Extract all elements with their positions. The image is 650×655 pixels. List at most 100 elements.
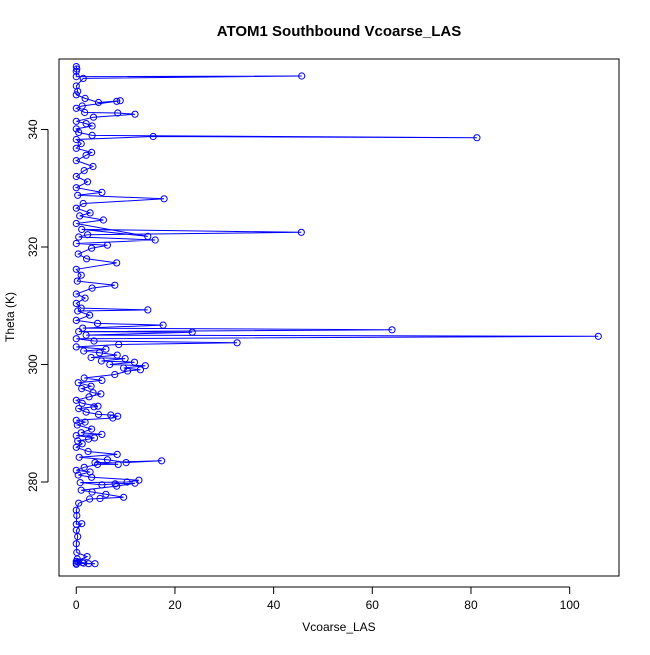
data-point	[88, 244, 96, 252]
data-point	[72, 104, 80, 112]
data-point	[86, 495, 94, 503]
data-point	[74, 250, 82, 258]
data-point	[72, 63, 80, 71]
x-tick-label: 40	[267, 598, 281, 612]
data-point	[107, 411, 115, 419]
x-tick-label: 80	[464, 598, 478, 612]
data-point	[79, 199, 87, 208]
data-point	[72, 117, 80, 125]
data-point	[188, 328, 196, 336]
data-point	[98, 430, 106, 438]
data-point	[72, 265, 80, 273]
data-point	[78, 102, 86, 110]
data-point	[388, 326, 396, 334]
data-point	[90, 434, 99, 442]
data-point	[74, 191, 82, 199]
y-tick-label: 340	[26, 119, 40, 139]
data-point	[74, 87, 82, 95]
data-point	[97, 357, 106, 365]
data-point	[77, 429, 85, 437]
data-point	[72, 204, 80, 212]
data-point	[116, 97, 124, 105]
data-point	[95, 349, 104, 357]
data-point	[72, 299, 80, 307]
data-point	[81, 94, 89, 103]
data-point	[75, 499, 83, 507]
data-point	[120, 364, 128, 372]
data-point	[84, 178, 92, 186]
data-point	[73, 421, 81, 429]
data-point	[136, 366, 144, 374]
data-point	[77, 271, 85, 279]
data-point	[72, 125, 80, 133]
x-tick-label: 0	[73, 598, 80, 612]
data-point	[74, 437, 82, 445]
data-point	[151, 236, 159, 244]
data-point	[88, 488, 96, 496]
data-point	[106, 360, 114, 369]
data-point	[81, 294, 89, 302]
data-point	[91, 459, 99, 467]
data-point	[80, 347, 88, 355]
data-point	[78, 385, 86, 393]
data-point	[81, 418, 89, 426]
data-point	[72, 343, 80, 351]
data-point	[86, 468, 94, 476]
data-point	[72, 290, 80, 298]
data-point	[98, 481, 106, 489]
data-point	[76, 212, 84, 220]
data-point	[88, 131, 96, 139]
data-point	[115, 340, 123, 349]
data-point	[473, 134, 481, 142]
data-point	[111, 281, 119, 289]
data-point	[90, 403, 98, 411]
data-point	[87, 382, 95, 390]
series-line	[74, 66, 599, 565]
data-point	[114, 412, 122, 420]
data-point	[81, 108, 89, 117]
data-point	[149, 132, 157, 141]
data-point	[102, 490, 110, 498]
data-point	[80, 167, 88, 175]
plot-frame	[58, 58, 620, 577]
data-point	[72, 144, 80, 152]
data-point	[72, 91, 80, 99]
data-point	[94, 98, 103, 107]
data-point	[87, 353, 95, 362]
data-point	[298, 72, 306, 80]
data-point	[88, 284, 96, 292]
data-point	[74, 379, 82, 387]
chart-title: ATOM1 Southbound Vcoarse_LAS	[217, 23, 461, 40]
data-point	[79, 324, 87, 332]
data-point	[96, 494, 104, 503]
data-point	[72, 520, 80, 528]
data-point	[111, 370, 119, 379]
data-point	[98, 188, 106, 196]
data-point	[113, 351, 121, 359]
data-point	[297, 228, 305, 236]
data-point	[94, 410, 103, 418]
data-point	[141, 362, 149, 370]
data-point	[130, 358, 139, 366]
data-point	[78, 399, 86, 407]
data-point	[160, 195, 168, 203]
data-point	[103, 456, 112, 464]
data-point	[159, 321, 167, 329]
data-point	[72, 157, 80, 165]
data-point	[74, 471, 82, 479]
data-point	[72, 219, 80, 228]
data-point	[99, 216, 108, 224]
data-point	[114, 460, 122, 468]
data-point	[86, 209, 94, 217]
data-point	[80, 374, 88, 382]
data-point	[131, 110, 139, 118]
data-point	[144, 232, 152, 240]
data-point	[80, 559, 88, 567]
data-layer	[72, 63, 602, 568]
data-point	[103, 241, 112, 249]
y-axis: 280 300 320 340	[26, 119, 49, 492]
data-point	[89, 113, 98, 121]
data-point	[72, 335, 80, 343]
data-point	[77, 486, 85, 494]
